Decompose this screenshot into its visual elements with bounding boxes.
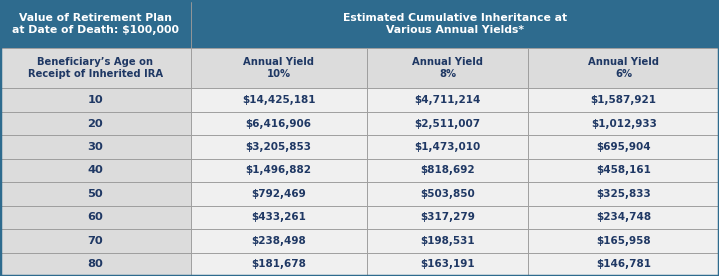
Text: $1,012,933: $1,012,933 — [591, 118, 656, 129]
Text: 40: 40 — [87, 165, 104, 176]
Bar — [528, 135, 719, 159]
Text: 80: 80 — [87, 259, 104, 269]
Text: $163,191: $163,191 — [421, 259, 475, 269]
Text: Beneficiary’s Age on
Receipt of Inherited IRA: Beneficiary’s Age on Receipt of Inherite… — [28, 57, 162, 79]
Bar — [528, 253, 719, 276]
Bar — [191, 88, 367, 112]
Bar — [0, 135, 191, 159]
Bar — [191, 0, 719, 48]
Bar — [528, 88, 719, 112]
Bar — [367, 112, 528, 135]
Text: Annual Yield
6%: Annual Yield 6% — [588, 57, 659, 79]
Text: $792,469: $792,469 — [251, 189, 306, 199]
Text: Estimated Cumulative Inheritance at
Various Annual Yields*: Estimated Cumulative Inheritance at Vari… — [343, 13, 567, 35]
Bar — [191, 159, 367, 182]
Text: $146,781: $146,781 — [596, 259, 651, 269]
Bar — [528, 182, 719, 206]
Text: 10: 10 — [88, 95, 103, 105]
Bar — [528, 206, 719, 229]
Text: $4,711,214: $4,711,214 — [414, 95, 481, 105]
Text: $2,511,007: $2,511,007 — [415, 118, 480, 129]
Bar — [528, 229, 719, 253]
Bar — [0, 159, 191, 182]
Text: Annual Yield
8%: Annual Yield 8% — [412, 57, 483, 79]
Bar — [528, 159, 719, 182]
Bar — [528, 112, 719, 135]
Bar — [191, 253, 367, 276]
Text: 30: 30 — [87, 142, 104, 152]
Text: $165,958: $165,958 — [597, 236, 651, 246]
Bar — [367, 159, 528, 182]
Text: $6,416,906: $6,416,906 — [246, 118, 311, 129]
Bar — [191, 48, 367, 88]
Text: 50: 50 — [88, 189, 103, 199]
Text: $503,850: $503,850 — [420, 189, 475, 199]
Text: $317,279: $317,279 — [420, 212, 475, 222]
Bar — [367, 229, 528, 253]
Text: $325,833: $325,833 — [596, 189, 651, 199]
Text: $238,498: $238,498 — [251, 236, 306, 246]
Bar — [367, 88, 528, 112]
Bar — [0, 182, 191, 206]
Text: $433,261: $433,261 — [251, 212, 306, 222]
Bar — [0, 88, 191, 112]
Bar — [0, 112, 191, 135]
Bar — [367, 253, 528, 276]
Text: $695,904: $695,904 — [597, 142, 651, 152]
Text: Annual Yield
10%: Annual Yield 10% — [243, 57, 314, 79]
Text: $1,496,882: $1,496,882 — [246, 165, 311, 176]
Text: $818,692: $818,692 — [421, 165, 475, 176]
Bar — [528, 48, 719, 88]
Bar — [191, 206, 367, 229]
Bar — [191, 135, 367, 159]
Text: $1,587,921: $1,587,921 — [591, 95, 656, 105]
Text: 20: 20 — [88, 118, 103, 129]
Text: $234,748: $234,748 — [596, 212, 651, 222]
Bar — [0, 253, 191, 276]
Text: 60: 60 — [87, 212, 104, 222]
Bar — [191, 229, 367, 253]
Bar — [0, 229, 191, 253]
Text: $14,425,181: $14,425,181 — [242, 95, 316, 105]
Bar — [191, 182, 367, 206]
Text: Value of Retirement Plan
at Date of Death: $100,000: Value of Retirement Plan at Date of Deat… — [12, 13, 179, 35]
Bar — [0, 0, 191, 48]
Bar — [367, 135, 528, 159]
Bar — [191, 112, 367, 135]
Bar — [367, 182, 528, 206]
Text: $458,161: $458,161 — [596, 165, 651, 176]
Text: $181,678: $181,678 — [251, 259, 306, 269]
Text: $3,205,853: $3,205,853 — [246, 142, 311, 152]
Bar — [0, 206, 191, 229]
Text: $198,531: $198,531 — [421, 236, 475, 246]
Bar — [0, 48, 191, 88]
Text: $1,473,010: $1,473,010 — [414, 142, 481, 152]
Bar — [367, 48, 528, 88]
Bar — [367, 206, 528, 229]
Text: 70: 70 — [88, 236, 103, 246]
